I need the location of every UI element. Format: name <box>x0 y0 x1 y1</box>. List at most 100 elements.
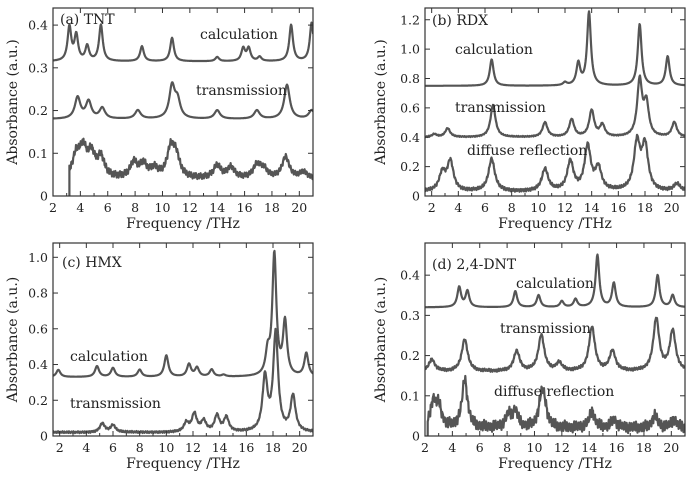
series-line-calculation <box>425 253 685 309</box>
y-tick-label: 0.4 <box>28 357 48 372</box>
series-line-transmission <box>425 316 685 373</box>
series-label-calculation: calculation <box>70 349 148 365</box>
y-axis-label: Absorbance (a.u.) <box>5 39 21 165</box>
series-label-calculation: calculation <box>516 276 594 292</box>
x-tick-label: 14 <box>212 440 228 455</box>
x-tick-label: 12 <box>185 440 201 455</box>
x-tick-label: 4 <box>454 200 462 215</box>
x-tick-label: 10 <box>155 200 171 215</box>
x-tick-label: 16 <box>237 200 253 215</box>
y-tick-label: 1.0 <box>400 42 420 57</box>
plot-frame <box>52 7 314 197</box>
series-label-transmission: transmission <box>70 396 161 412</box>
x-tick-label: 10 <box>158 440 174 455</box>
x-tick-label: 18 <box>636 440 652 455</box>
x-tick-label: 2 <box>49 200 57 215</box>
series-label-diffuse-reflection: diffuse reflection <box>467 143 587 159</box>
y-tick-label: 0.3 <box>28 60 48 75</box>
y-axis-label: Absorbance (a.u.) <box>5 277 21 403</box>
x-tick-label: 2 <box>421 440 429 455</box>
y-tick-label: 0.8 <box>400 71 420 86</box>
panel-label-tnt: (a) TNT <box>60 12 115 28</box>
plot-frame <box>424 242 686 437</box>
x-tick-label: 8 <box>508 200 516 215</box>
y-tick-label: 0.6 <box>28 321 48 336</box>
x-tick-label: 8 <box>503 440 511 455</box>
x-tick-label: 20 <box>663 440 679 455</box>
series-line-calculation <box>425 10 685 87</box>
x-tick-label: 16 <box>610 200 626 215</box>
y-tick-label: 0 <box>40 189 48 204</box>
series-line-diffuse-reflection <box>426 374 685 436</box>
y-tick-label: 1.2 <box>400 12 420 27</box>
x-tick-label: 16 <box>609 440 625 455</box>
x-tick-label: 4 <box>448 440 456 455</box>
x-tick-label: 14 <box>581 440 597 455</box>
series-line-transmission <box>53 327 313 435</box>
x-tick-label: 12 <box>557 200 573 215</box>
x-tick-label: 2 <box>428 200 436 215</box>
x-axis-label: Frequency /THz <box>126 456 240 472</box>
x-tick-label: 12 <box>182 200 198 215</box>
x-tick-label: 6 <box>476 440 484 455</box>
series-line-calculation <box>53 249 313 378</box>
panel-tnt: 2 4 6 8 10 12 14 16 18 20 0 0.1 0.2 0.3 0.4 Frequency /… <box>5 7 314 232</box>
y-axis-label: Absorbance (a.u.) <box>373 277 389 403</box>
panel-hmx: 2 4 6 8 10 12 14 16 18 20 0 0.2 0.4 0.6 0.8 1.0 Frequenc… <box>5 242 314 472</box>
x-tick-label: 8 <box>136 440 144 455</box>
y-tick-label: 0.8 <box>28 286 48 301</box>
x-axis-label: Frequency /THz <box>498 456 612 472</box>
panel-label-dnt: (d) 2,4-DNT <box>432 257 517 273</box>
y-axis-label: Absorbance (a.u.) <box>373 39 389 165</box>
panel-label-hmx: (c) HMX <box>62 255 122 271</box>
x-tick-label: 20 <box>292 440 308 455</box>
x-tick-label: 18 <box>264 200 280 215</box>
x-tick-label: 16 <box>238 440 254 455</box>
series-label-transmission: transmission <box>500 321 591 337</box>
series-label-transmission: transmission <box>455 100 546 116</box>
x-tick-label: 18 <box>265 440 281 455</box>
series-line-transmission <box>53 81 313 120</box>
x-tick-label: 20 <box>664 200 680 215</box>
series-line-transmission <box>425 74 685 139</box>
series-line-diffuse-reflection <box>68 137 313 196</box>
x-tick-label: 14 <box>584 200 600 215</box>
y-tick-label: 0 <box>40 429 48 444</box>
x-tick-label: 2 <box>56 440 64 455</box>
y-tick-label: 0.2 <box>28 103 48 118</box>
panel-dnt: 2 4 6 8 10 12 14 16 18 20 0 0.1 0.2 0.3 0.4 Frequency /… <box>373 242 686 472</box>
x-tick-label: 10 <box>530 200 546 215</box>
x-tick-label: 6 <box>109 440 117 455</box>
x-tick-label: 20 <box>291 200 307 215</box>
x-tick-label: 10 <box>527 440 543 455</box>
x-axis-label: Frequency /THz <box>498 216 612 232</box>
plot-frame <box>424 7 686 197</box>
y-tick-label: 0.6 <box>400 100 420 115</box>
y-tick-label: 0.1 <box>28 146 48 161</box>
y-tick-label: 1.0 <box>28 250 48 265</box>
x-tick-label: 4 <box>82 440 90 455</box>
y-tick-label: 0.2 <box>400 159 420 174</box>
x-tick-label: 18 <box>637 200 653 215</box>
series-label-calculation: calculation <box>455 42 533 58</box>
series-label-calculation: calculation <box>200 27 278 43</box>
x-tick-label: 14 <box>209 200 225 215</box>
y-tick-label: 0.4 <box>400 268 420 283</box>
series-line-calculation <box>53 21 313 63</box>
series-line-diffuse-reflection <box>425 133 685 193</box>
x-tick-label: 6 <box>104 200 112 215</box>
y-tick-label: 0 <box>412 189 420 204</box>
panel-rdx: 2 4 6 8 10 12 14 16 18 20 0 0.2 0.4 0.6 0.8 1.0 1.2 Frequ… <box>373 7 686 232</box>
x-tick-label: 8 <box>131 200 139 215</box>
x-tick-label: 12 <box>554 440 570 455</box>
y-tick-label: 0 <box>412 429 420 444</box>
series-label-transmission: transmission <box>196 83 287 99</box>
x-axis-label: Frequency /THz <box>126 216 240 232</box>
x-tick-label: 6 <box>481 200 489 215</box>
series-label-diffuse-reflection: diffuse reflection <box>494 384 614 400</box>
y-tick-label: 0.4 <box>400 130 420 145</box>
y-tick-label: 0.3 <box>400 308 420 323</box>
y-tick-label: 0.4 <box>28 18 48 33</box>
y-tick-label: 0.2 <box>28 393 48 408</box>
panel-label-rdx: (b) RDX <box>432 13 488 29</box>
